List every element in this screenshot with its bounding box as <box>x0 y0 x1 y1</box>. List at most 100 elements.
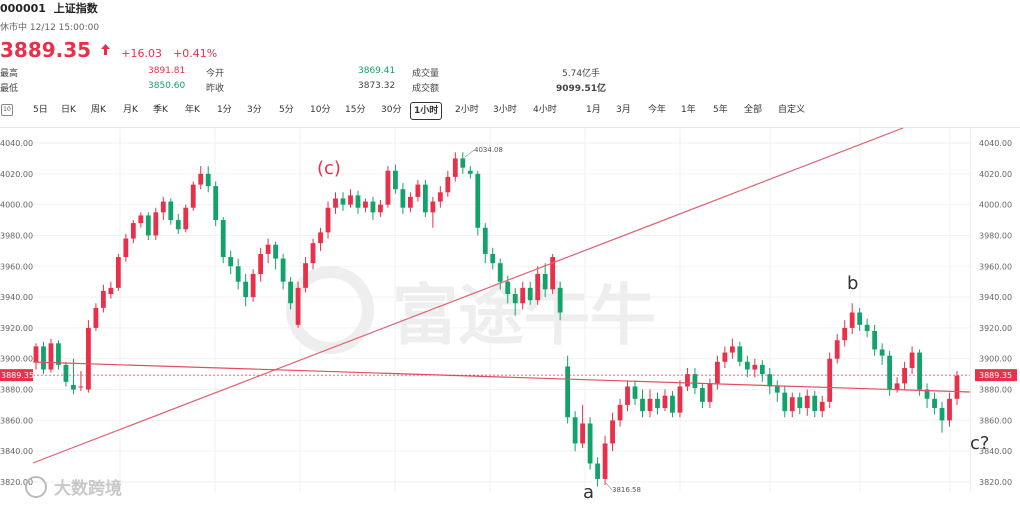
candle-30 <box>258 247 264 282</box>
candle-60 <box>482 223 488 264</box>
candle-13 <box>130 220 136 244</box>
stock-title: 000001 上证指数 <box>0 0 98 16</box>
candle-body <box>849 312 855 328</box>
tab-19[interactable]: 1年 <box>681 105 696 115</box>
candle-body <box>340 198 346 205</box>
price-change-pct: +0.41% <box>173 47 218 60</box>
candle-body <box>93 307 99 328</box>
candle-103 <box>804 389 810 416</box>
low-marker-line <box>605 482 613 491</box>
candle-85 <box>670 391 675 418</box>
tab-15[interactable]: 4小时 <box>533 105 557 115</box>
candle-44 <box>363 198 368 213</box>
candle-body <box>220 220 226 258</box>
tab-11[interactable]: 30分 <box>381 105 402 115</box>
candle-104 <box>812 391 818 418</box>
candle-body <box>460 158 466 168</box>
tab-16[interactable]: 1月 <box>586 105 601 115</box>
tab-1[interactable]: 日K <box>61 105 76 115</box>
candle-120 <box>932 392 937 415</box>
tab-14[interactable]: 3小时 <box>493 105 517 115</box>
y-tick-right-11: 3820.00 <box>979 478 1012 487</box>
wave-label-c-question: c? <box>970 433 989 454</box>
candle-27 <box>235 258 241 290</box>
candle-body <box>482 227 488 254</box>
tab-22[interactable]: 自定义 <box>778 105 806 115</box>
tab-18[interactable]: 今年 <box>648 105 667 115</box>
candle-body <box>782 392 788 412</box>
tab-10[interactable]: 15分 <box>345 105 366 115</box>
open-label: 今开 <box>206 69 225 79</box>
high-value: 3891.81 <box>148 66 186 76</box>
candle-body <box>550 257 556 290</box>
candle-107 <box>834 334 840 364</box>
candle-2 <box>48 338 54 373</box>
candle-80 <box>632 380 638 405</box>
candle-72 <box>572 411 578 452</box>
tab-21[interactable]: 全部 <box>744 105 763 115</box>
tab-2[interactable]: 周K <box>91 105 106 115</box>
candle-71 <box>565 355 571 424</box>
candle-65 <box>520 281 526 310</box>
candle-body <box>692 374 698 389</box>
candle-16 <box>153 207 159 241</box>
tab-5[interactable]: 年K <box>185 105 200 115</box>
candle-98 <box>767 367 773 395</box>
candle-body <box>887 355 893 390</box>
candle-110 <box>857 307 863 331</box>
wave-label-b: b <box>847 273 858 294</box>
candle-34 <box>288 277 293 310</box>
candle-body <box>78 386 84 388</box>
candle-47 <box>385 166 391 208</box>
candle-body <box>819 401 825 412</box>
candle-33 <box>280 253 286 290</box>
candle-109 <box>849 303 855 335</box>
tab-9[interactable]: 10分 <box>310 105 331 115</box>
y-tick-left-5: 3940.00 <box>0 293 33 302</box>
tab-8[interactable]: 5分 <box>279 105 294 115</box>
tab-4[interactable]: 季K <box>153 105 168 115</box>
candle-11 <box>115 253 121 291</box>
candle-52 <box>422 179 428 217</box>
volume-value: 5.74亿手 <box>562 69 601 79</box>
candle-23 <box>205 166 211 193</box>
amount-value: 9099.51亿 <box>556 84 606 94</box>
volume-label: 成交量 <box>412 69 440 79</box>
candle-59 <box>475 170 481 236</box>
y-tick-left-7: 3900.00 <box>0 355 33 364</box>
candle-body <box>348 195 353 205</box>
candle-20 <box>183 204 189 233</box>
y-tick-left-0: 4040.00 <box>0 139 33 148</box>
candle-123 <box>954 371 960 405</box>
candle-117 <box>909 346 915 375</box>
candle-body <box>243 281 249 298</box>
tab-20[interactable]: 5年 <box>713 105 728 115</box>
candle-1 <box>41 341 46 375</box>
tab-0[interactable]: 5日 <box>33 105 48 115</box>
tab-13[interactable]: 2小时 <box>455 105 479 115</box>
tab-7[interactable]: 3分 <box>247 105 262 115</box>
candle-body <box>894 383 900 390</box>
candle-113 <box>879 343 885 365</box>
tab-3[interactable]: 月K <box>123 105 138 115</box>
candle-body <box>415 184 421 197</box>
candle-body <box>557 287 563 313</box>
candle-body <box>572 417 578 444</box>
candle-body <box>422 184 428 213</box>
candle-body <box>535 273 541 301</box>
y-tick-left-11: 3820.00 <box>0 478 33 487</box>
candle-body <box>363 201 368 208</box>
tab-17[interactable]: 3月 <box>616 105 631 115</box>
candle-116 <box>902 361 907 390</box>
candle-body <box>497 263 503 282</box>
tab-12[interactable]: 1小时 <box>410 102 443 120</box>
y-tick-right-9: 3860.00 <box>979 416 1012 425</box>
candle-body <box>273 244 279 259</box>
candle-43 <box>355 190 361 214</box>
chart-settings-icon[interactable]: 10 <box>1 104 13 116</box>
candle-body <box>857 312 863 325</box>
candle-62 <box>497 258 503 290</box>
candle-body <box>655 398 660 409</box>
tab-6[interactable]: 1分 <box>217 105 232 115</box>
